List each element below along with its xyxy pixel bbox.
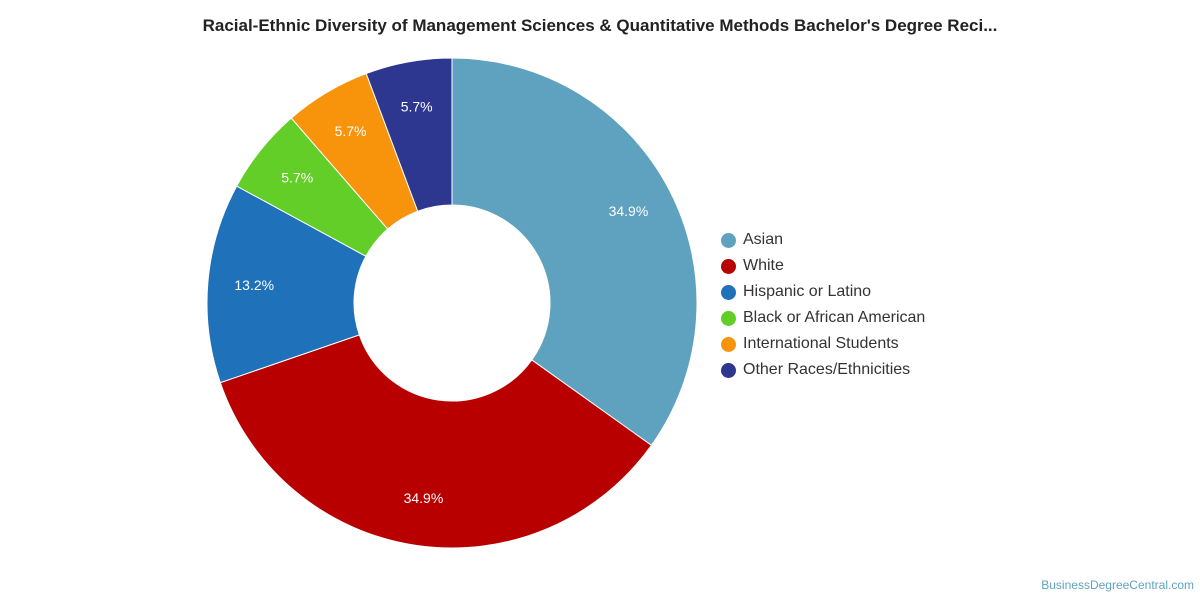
legend-label: White — [743, 257, 784, 274]
legend-swatch — [721, 362, 736, 378]
legend-item: Other Races/Ethnicities — [721, 357, 925, 383]
legend-swatch — [721, 258, 736, 274]
slice-asian — [451, 57, 698, 447]
data-label: 5.7% — [281, 169, 313, 185]
legend-label: Other Races/Ethnicities — [743, 361, 911, 378]
legend-item: Black or African American — [721, 305, 925, 331]
legend-item: International Students — [721, 331, 925, 357]
legend-item: Hispanic or Latino — [721, 279, 925, 305]
slice-other-races-ethnicities — [365, 57, 453, 212]
legend-swatch — [721, 232, 736, 248]
legend-item: Asian — [721, 227, 925, 253]
legend-swatch — [721, 310, 736, 326]
source-credit: BusinessDegreeCentral.com — [1041, 578, 1194, 592]
data-label: 5.7% — [401, 98, 433, 114]
chart-title: Racial-Ethnic Diversity of Management Sc… — [202, 16, 998, 35]
legend-label: Black or African American — [743, 309, 926, 326]
data-label: 13.2% — [234, 277, 274, 293]
legend-label: Asian — [743, 231, 784, 248]
data-label: 5.7% — [335, 123, 367, 139]
legend-label: Hispanic or Latino — [743, 283, 872, 300]
data-label: 34.9% — [609, 203, 649, 219]
legend-item: White — [721, 253, 925, 279]
legend: Asian White Hispanic or Latino Black or Afr… — [721, 227, 925, 383]
slice-white — [219, 334, 653, 549]
legend-swatch — [721, 284, 736, 300]
data-label: 34.9% — [404, 490, 444, 506]
legend-label: International Students — [743, 335, 899, 352]
legend-swatch — [721, 336, 736, 352]
